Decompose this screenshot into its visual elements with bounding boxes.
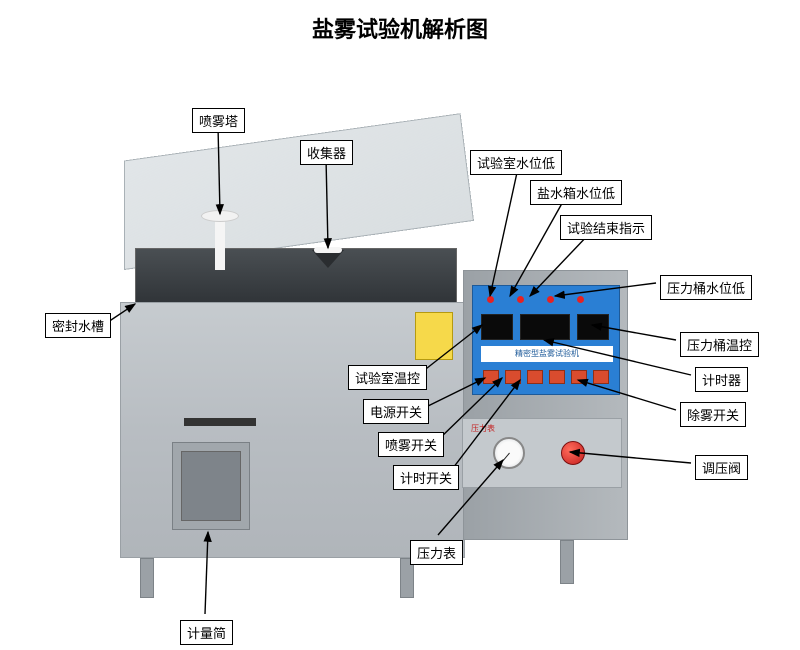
display-chamber-temp bbox=[481, 314, 513, 340]
collector-funnel bbox=[312, 250, 344, 272]
diagram-title: 盐雾试验机解析图 bbox=[312, 12, 488, 44]
label-defog-switch: 除雾开关 bbox=[680, 402, 746, 427]
display-tank-temp bbox=[577, 314, 609, 340]
label-brine-level: 盐水箱水位低 bbox=[530, 180, 622, 205]
gauge-panel-label: 压力表 bbox=[471, 423, 495, 434]
label-pressure-gauge: 压力表 bbox=[410, 540, 463, 565]
label-seal-sink: 密封水槽 bbox=[45, 313, 111, 338]
switch-spray bbox=[505, 370, 521, 384]
measuring-hatch bbox=[172, 442, 250, 530]
control-panel: 精密型盐雾试验机 bbox=[472, 285, 620, 395]
label-spray-switch: 喷雾开关 bbox=[378, 432, 444, 457]
display-timer bbox=[520, 314, 570, 340]
switch-timer bbox=[527, 370, 543, 384]
label-end-indicator: 试验结束指示 bbox=[560, 215, 652, 240]
spray-tower-top bbox=[201, 210, 239, 222]
label-tank-temp: 压力桶温控 bbox=[680, 332, 759, 357]
warning-label bbox=[415, 312, 453, 360]
led-tank-level bbox=[577, 296, 584, 303]
panel-banner: 精密型盐雾试验机 bbox=[481, 346, 613, 362]
leg-1 bbox=[140, 558, 154, 598]
label-meter-cylinder: 计量简 bbox=[180, 620, 233, 645]
switch-power bbox=[483, 370, 499, 384]
detail-strip bbox=[184, 418, 256, 426]
label-timer: 计时器 bbox=[695, 367, 748, 392]
label-pressure-valve: 调压阀 bbox=[695, 455, 748, 480]
led-end-indicator bbox=[547, 296, 554, 303]
label-chamber-level: 试验室水位低 bbox=[470, 150, 562, 175]
switch-defog bbox=[571, 370, 587, 384]
label-timer-switch: 计时开关 bbox=[393, 465, 459, 490]
spray-tower-part bbox=[215, 218, 225, 270]
switch-4 bbox=[549, 370, 565, 384]
gauge-panel: 压力表 bbox=[462, 418, 622, 488]
label-collector: 收集器 bbox=[300, 140, 353, 165]
switch-6 bbox=[593, 370, 609, 384]
label-tank-level: 压力桶水位低 bbox=[660, 275, 752, 300]
led-chamber-level bbox=[487, 296, 494, 303]
label-power-switch: 电源开关 bbox=[363, 399, 429, 424]
label-spray-tower: 喷雾塔 bbox=[192, 108, 245, 133]
led-brine-level bbox=[517, 296, 524, 303]
leg-3 bbox=[560, 540, 574, 584]
machine-lid bbox=[124, 113, 474, 270]
pressure-gauge-dial bbox=[493, 437, 525, 469]
machine-interior bbox=[135, 248, 457, 310]
label-chamber-temp: 试验室温控 bbox=[348, 365, 427, 390]
pressure-valve-knob bbox=[561, 441, 585, 465]
